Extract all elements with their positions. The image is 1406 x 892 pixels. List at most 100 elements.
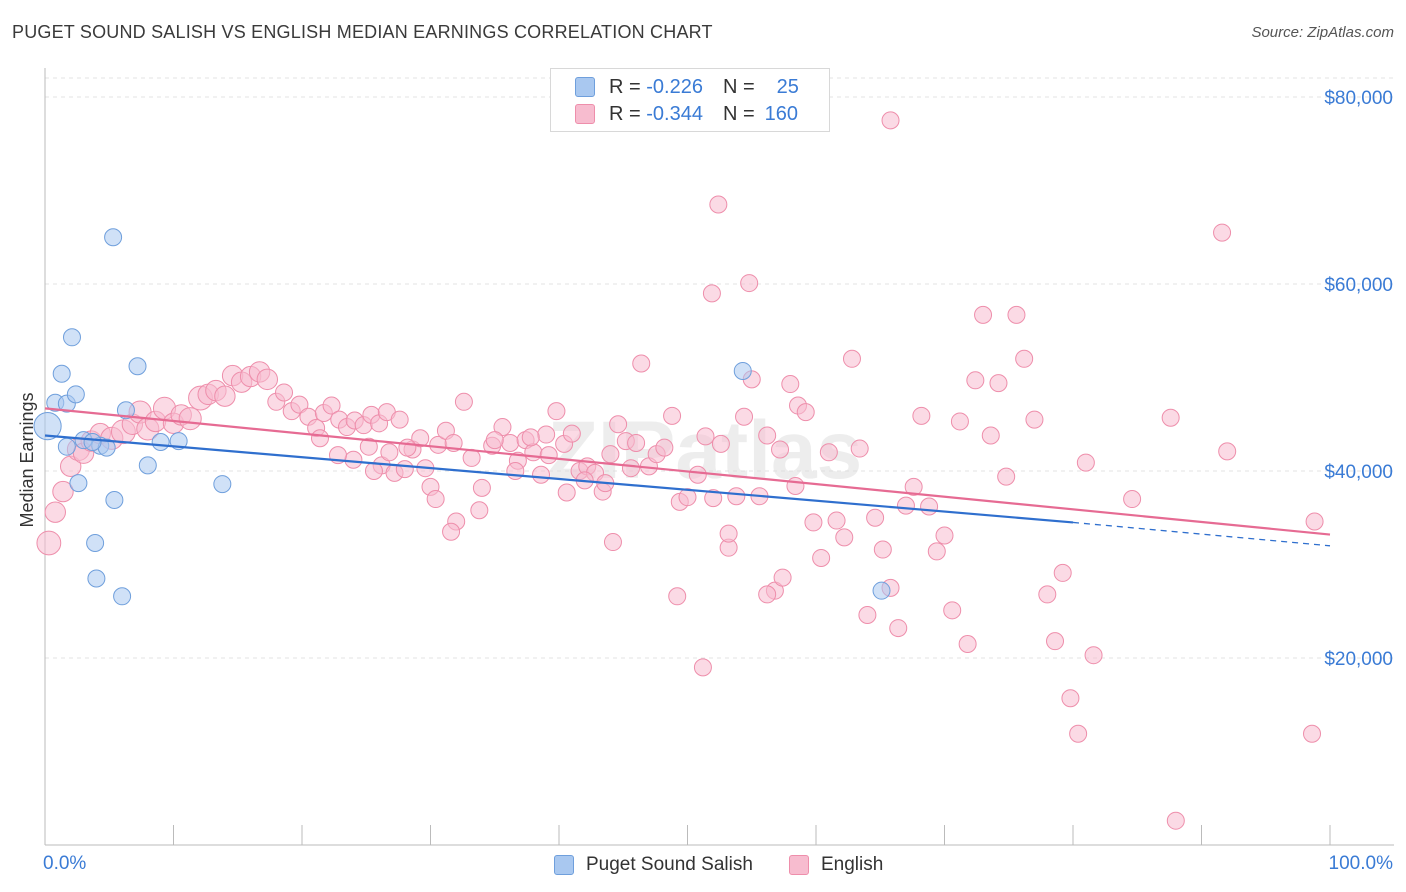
puget-sound-salish-point [69, 474, 88, 493]
english-point [758, 585, 777, 604]
english-point [178, 407, 202, 431]
legend-r-label: R = [609, 75, 641, 98]
english-point [1061, 689, 1080, 708]
english-point [974, 305, 993, 324]
english-point [842, 349, 861, 368]
english-point [835, 528, 854, 547]
english-point [981, 426, 1000, 445]
english-point [454, 392, 473, 411]
english-point [52, 480, 74, 503]
english-point [709, 195, 728, 214]
english-point [1218, 442, 1237, 461]
puget-sound-salish-point [87, 569, 106, 588]
english-point [943, 601, 962, 620]
english-point [214, 385, 236, 407]
english-point [693, 658, 712, 677]
english-point [601, 445, 620, 464]
puget-sound-salish-point [116, 401, 135, 420]
english-point [521, 428, 540, 447]
english-point [958, 634, 977, 653]
legend-n-label: N = [722, 102, 755, 125]
english-point [1053, 563, 1072, 582]
english-point [344, 450, 363, 469]
legend-n-label: N = [722, 75, 755, 98]
puget-sound-salish-points [33, 228, 891, 606]
english-point [398, 438, 417, 457]
english-point [1007, 305, 1026, 324]
bottom-legend-english: English [789, 852, 883, 878]
english-point [668, 587, 687, 606]
english-point [557, 483, 576, 502]
english-point [524, 443, 543, 462]
english-point [771, 440, 790, 459]
english-points [36, 111, 1324, 830]
english-point [858, 605, 877, 624]
english-point [1038, 585, 1057, 604]
puget-sound-salish-point [86, 533, 105, 552]
puget-sound-salish-point [128, 357, 147, 376]
english-point [850, 439, 869, 458]
trend-lines [44, 407, 1331, 547]
english-point [740, 274, 759, 293]
english-point [796, 403, 815, 422]
puget-sound-salish-point [33, 412, 62, 441]
legend-n-value: 25 [776, 75, 799, 98]
y-axis-label: Median Earnings [17, 392, 37, 527]
legend-row-english: R = -0.344 N = 160 [575, 102, 798, 126]
puget-sound-salish-trend-line [44, 434, 1074, 524]
x-tick-label: 0.0% [43, 853, 86, 874]
english-point [827, 511, 846, 530]
x-tick-label: 100.0% [1329, 853, 1394, 874]
chart-title: PUGET SOUND SALISH VS ENGLISH MEDIAN EAR… [12, 22, 713, 42]
puget-sound-salish-point [105, 490, 124, 509]
english-point [904, 477, 923, 496]
puget-sound-salish-point [62, 328, 81, 347]
english-point [485, 431, 504, 450]
english-point [275, 383, 294, 402]
pink-swatch [789, 855, 809, 875]
y-tick-label: $20,000 [1324, 649, 1393, 670]
english-point [1076, 453, 1095, 472]
english-point [804, 513, 823, 532]
english-point [310, 429, 329, 448]
english-point [819, 443, 838, 462]
english-point [688, 465, 707, 484]
english-point [442, 522, 461, 541]
y-tick-label: $40,000 [1324, 462, 1393, 483]
english-point [1303, 724, 1322, 743]
y-tick-label: $60,000 [1324, 275, 1393, 296]
english-point [1015, 349, 1034, 368]
english-point [727, 487, 746, 506]
english-point [411, 429, 430, 448]
puget-sound-salish-point [113, 587, 132, 606]
english-point [678, 488, 697, 507]
english-point [390, 410, 409, 429]
legend-r-value: -0.226 [646, 75, 703, 98]
axes [44, 68, 1394, 846]
english-point [1213, 223, 1232, 242]
english-point [470, 501, 489, 520]
english-point [702, 284, 721, 303]
english-point [1166, 811, 1185, 830]
english-point [773, 568, 792, 587]
english-point [655, 438, 674, 457]
english-point [1025, 410, 1044, 429]
english-point [472, 478, 491, 497]
legend-r-value: -0.344 [646, 102, 703, 125]
english-point [395, 460, 414, 479]
english-point [719, 524, 738, 543]
english-point [1084, 646, 1103, 665]
english-point [290, 395, 309, 414]
english-point [506, 462, 525, 480]
english-point [781, 375, 800, 394]
english-point [1069, 724, 1088, 743]
english-point [44, 501, 66, 523]
puget-sound-salish-trend-extension [1072, 521, 1331, 547]
english-point [1305, 512, 1324, 531]
legend-n-value: 160 [764, 102, 799, 125]
english-point [966, 371, 985, 390]
english-point [1161, 408, 1180, 427]
english-point [426, 490, 445, 509]
english-point [786, 476, 805, 495]
english-point [812, 548, 831, 567]
